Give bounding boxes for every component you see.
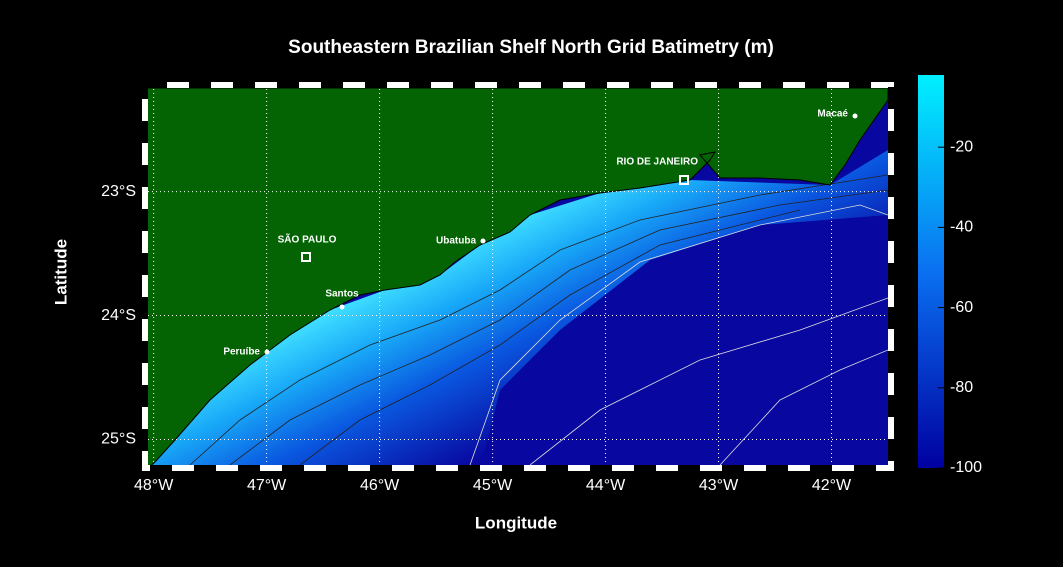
map-area <box>148 88 888 465</box>
x-tick-label: 43°W <box>699 477 739 494</box>
place-label: Ubatuba <box>436 236 476 247</box>
place-label: Macaé <box>817 109 848 120</box>
title: Southeastern Brazilian Shelf North Grid … <box>288 37 774 58</box>
colorbar-tick-label: -20 <box>950 138 973 155</box>
place-label: Santos <box>325 289 359 300</box>
place-marker <box>264 349 270 355</box>
frame-dash <box>142 82 894 471</box>
place-marker <box>679 175 689 185</box>
place-marker <box>301 252 311 262</box>
shelf <box>152 150 888 465</box>
x-tick-label: 45°W <box>473 477 513 494</box>
y-label: Latitude <box>51 239 70 305</box>
colorbar-tick-label: -60 <box>950 299 973 316</box>
place-label: Peruíbe <box>223 347 260 358</box>
colorbar <box>918 75 944 468</box>
x-tick-label: 47°W <box>247 477 287 494</box>
place-marker <box>852 113 858 119</box>
land <box>148 88 888 465</box>
x-tick-label: 42°W <box>812 477 852 494</box>
deep-contours <box>469 204 888 465</box>
y-tick-label: 25°S <box>101 431 136 448</box>
x-tick-label: 46°W <box>360 477 400 494</box>
y-tick-label: 23°S <box>101 183 136 200</box>
colorbar-tick-label: -80 <box>950 379 973 396</box>
colorbar-tick-label: -40 <box>950 219 973 236</box>
x-tick-label: 44°W <box>586 477 626 494</box>
place-marker <box>480 238 486 244</box>
y-tick-label: 24°S <box>101 307 136 324</box>
place-marker <box>339 304 345 310</box>
place-label: RIO DE JANEIRO <box>616 157 698 168</box>
x-label: Longitude <box>475 513 557 532</box>
place-label: SÃO PAULO <box>278 233 337 246</box>
x-tick-label: 48°W <box>134 477 174 494</box>
colorbar-tick-label: -100 <box>950 459 982 476</box>
contours <box>189 174 888 465</box>
